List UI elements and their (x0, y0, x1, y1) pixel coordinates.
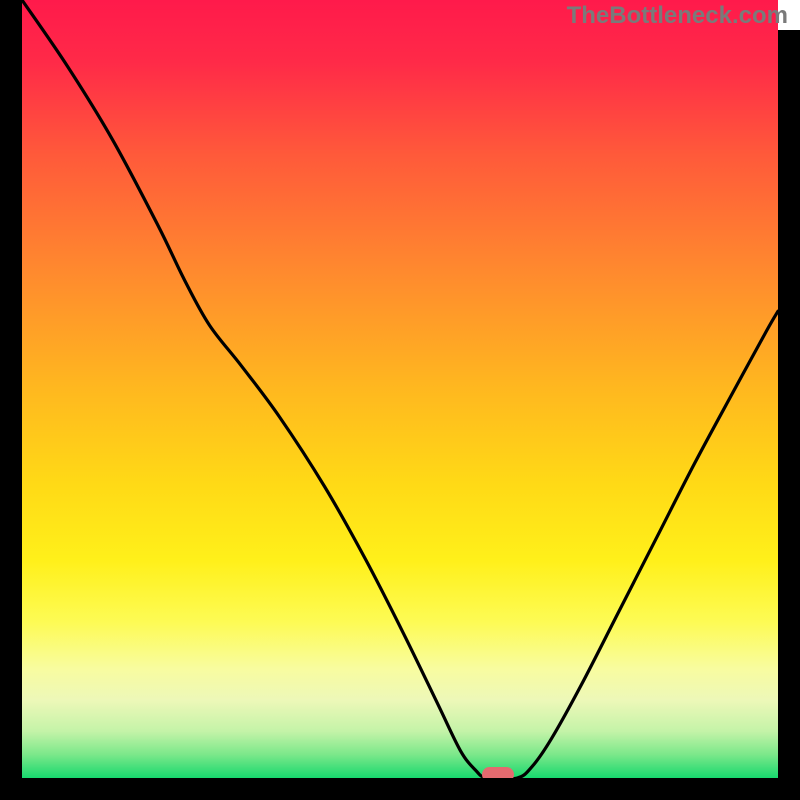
frame-right (778, 30, 800, 800)
watermark-text: TheBottleneck.com (567, 2, 788, 30)
frame-bottom (0, 778, 800, 800)
plot-area (22, 0, 778, 778)
frame-left (0, 0, 22, 800)
chart-container: TheBottleneck.com (0, 0, 800, 800)
